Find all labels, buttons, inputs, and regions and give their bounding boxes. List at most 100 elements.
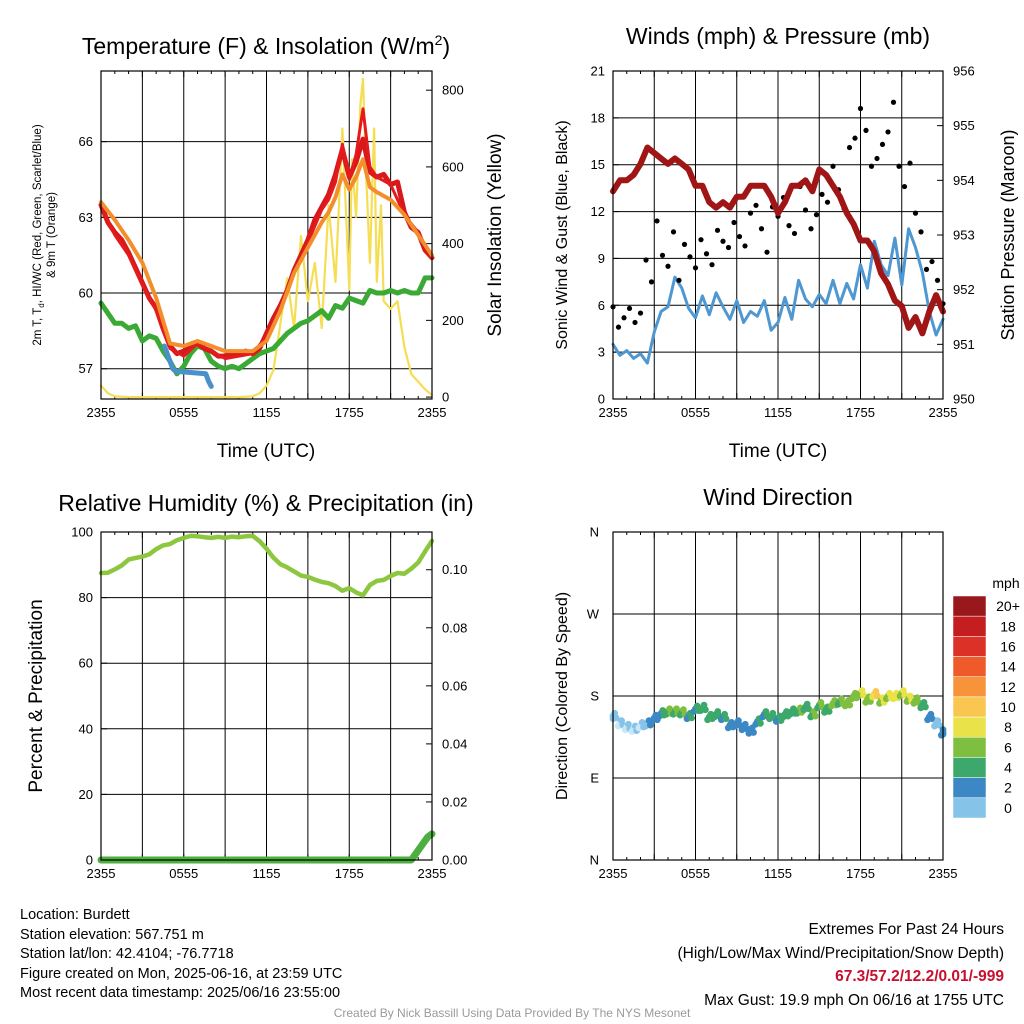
gust-point (758, 226, 765, 232)
gust-point (857, 105, 864, 112)
gust-point (907, 160, 913, 166)
winds-plot-border (612, 70, 944, 400)
temperature-ytick-right-label: 0 (442, 390, 449, 405)
gust-point (885, 129, 891, 135)
series-9m-t-orange (99, 157, 434, 354)
winds-ytick-right-label: 956 (953, 64, 975, 79)
humidity-ytick-label: 100 (71, 525, 93, 540)
direction-ytick-label: E (590, 771, 599, 786)
gust-point (709, 262, 715, 268)
gust-point (863, 127, 869, 133)
winds-ytick-right-label: 954 (953, 173, 975, 188)
series-hi-wc-blue (161, 343, 214, 389)
humidity-ytick-right-label: 0.08 (442, 620, 467, 635)
gust-point (714, 227, 721, 233)
winds-ytick-right-label: 953 (953, 228, 975, 243)
winds-ylabel-right: Station Pressure (Maroon) (998, 129, 1018, 340)
gust-point (703, 251, 710, 257)
direction-point (812, 712, 819, 720)
temperature-xtick-label: 2355 (418, 405, 447, 420)
speed-legend-swatch (952, 797, 987, 819)
temperature-ytick-label: 57 (79, 361, 93, 376)
speed-legend-swatch (952, 716, 987, 738)
speed-legend-label: 20+ (996, 598, 1020, 614)
temperature-panel: Temperature (F) & Insolation (W/m2) Time… (32, 32, 506, 462)
gust-point (896, 163, 902, 169)
gust-point (621, 315, 627, 321)
gust-point (687, 254, 693, 260)
gust-point (665, 263, 671, 269)
gust-point (632, 319, 638, 326)
speed-legend-swatch (952, 636, 987, 657)
series-td-green (98, 275, 435, 377)
station-info: Location: Burdett Station elevation: 567… (20, 906, 342, 1004)
gust-point (852, 135, 858, 141)
gust-point (813, 212, 820, 218)
winds-xtick-label: 2355 (599, 405, 628, 420)
direction-panel: Wind Direction Direction (Colored By Spe… (554, 484, 1020, 881)
gust-point (654, 218, 660, 224)
speed-legend-swatch (952, 757, 987, 778)
gust-point (747, 210, 754, 216)
winds-xlabel: Time (UTC) (729, 441, 828, 462)
gust-point (923, 266, 930, 272)
winds-ylabel-left: Sonic Wind & Gust (Blue, Black) (554, 120, 571, 349)
gust-point (868, 163, 875, 169)
direction-point (846, 701, 854, 709)
gust-point (901, 183, 908, 190)
temperature-plot-border (100, 70, 433, 400)
gust-point (720, 238, 726, 244)
winds-panel: Winds (mph) & Pressure (mb) Time (UTC) S… (554, 23, 1018, 462)
winds-ytick-label: 21 (591, 64, 605, 79)
direction-xtick-label: 1155 (764, 866, 792, 881)
direction-ytick-label: N (590, 853, 599, 868)
direction-title: Wind Direction (703, 484, 853, 510)
temperature-ytick-label: 66 (79, 134, 93, 149)
speed-legend-label: 18 (1000, 618, 1016, 634)
speed-legend-label: 0 (1004, 800, 1012, 816)
gust-point (824, 199, 831, 205)
temperature-ytick-label: 63 (79, 210, 93, 225)
credit-line: Created By Nick Bassill Using Data Provi… (333, 1006, 691, 1020)
speed-legend-swatch (952, 676, 987, 698)
speed-legend-label: 8 (1004, 719, 1012, 735)
speed-legend-swatch (952, 696, 987, 718)
gust-point (731, 219, 737, 226)
winds-xtick-label: 0555 (681, 405, 710, 420)
temperature-ytick-right-label: 600 (442, 159, 464, 174)
direction-point (805, 705, 812, 713)
humidity-xtick-label: 0555 (169, 866, 198, 881)
gust-point (846, 144, 853, 151)
direction-xtick-label: 2355 (599, 866, 628, 881)
direction-point (750, 729, 757, 736)
speed-legend-swatch (952, 777, 987, 799)
gust-point (808, 226, 814, 232)
recent-timestamp: Most recent data timestamp: 2025/06/16 2… (20, 985, 341, 1001)
direction-point (702, 706, 709, 714)
humidity-ytick-label: 20 (79, 787, 93, 802)
speed-legend-swatch (952, 595, 987, 617)
humidity-ylabel-left: Percent & Precipitation (26, 599, 47, 792)
speed-legend-label: 10 (1000, 699, 1016, 715)
extremes-info: Extremes For Past 24 Hours (High/Low/Max… (678, 918, 1005, 1012)
winds-xtick-label: 2355 (929, 405, 958, 420)
extremes-values: 67.3/57.2/12.2/0.01/-999 (835, 968, 1004, 985)
temperature-xtick-label: 0555 (169, 405, 198, 420)
gust-point (830, 163, 836, 169)
temperature-ylabel-right: Solar Insolation (Yellow) (485, 133, 506, 336)
direction-point (935, 721, 943, 729)
speed-legend-label: 12 (1000, 679, 1016, 695)
gust-point (676, 277, 682, 283)
humidity-title: Relative Humidity (%) & Precipitation (i… (58, 490, 473, 516)
direction-point (722, 715, 730, 723)
speed-legend-label: 6 (1004, 739, 1012, 755)
speed-legend-swatch (952, 656, 987, 677)
speed-legend-swatch (952, 615, 987, 637)
humidity-ytick-label: 0 (86, 853, 93, 868)
gust-point (637, 310, 644, 316)
series-solar-insolation-yellow (99, 77, 434, 399)
direction-point (757, 719, 764, 727)
direction-point (928, 715, 936, 723)
temperature-ytick-right-label: 400 (442, 236, 464, 251)
gust-point (692, 265, 699, 271)
